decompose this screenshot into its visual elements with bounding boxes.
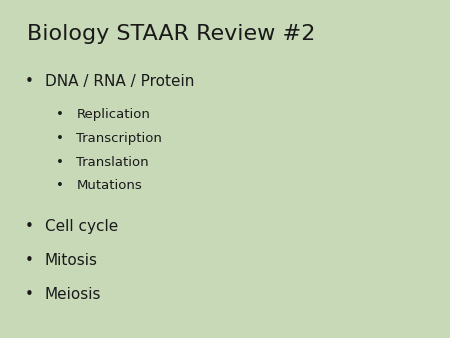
Text: Transcription: Transcription [76,132,162,145]
Text: •: • [56,132,64,145]
Text: Cell cycle: Cell cycle [45,219,118,234]
Text: •: • [25,74,34,89]
Text: Mitosis: Mitosis [45,253,98,268]
Text: •: • [25,287,34,301]
Text: •: • [56,156,64,169]
Text: •: • [56,108,64,121]
Text: Translation: Translation [76,156,149,169]
Text: •: • [56,179,64,192]
Text: Meiosis: Meiosis [45,287,102,301]
Text: •: • [25,219,34,234]
Text: Mutations: Mutations [76,179,142,192]
Text: •: • [25,253,34,268]
Text: DNA / RNA / Protein: DNA / RNA / Protein [45,74,194,89]
Text: Replication: Replication [76,108,150,121]
Text: Biology STAAR Review #2: Biology STAAR Review #2 [27,24,315,44]
